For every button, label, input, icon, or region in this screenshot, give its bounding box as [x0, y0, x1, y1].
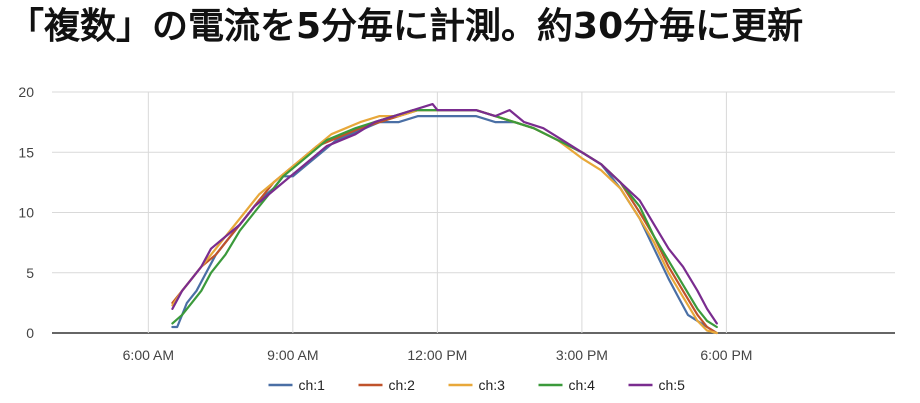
y-tick-label: 0 [26, 325, 34, 341]
x-tick-label: 6:00 AM [123, 347, 174, 363]
grid-layer [52, 91, 895, 334]
series-line-ch-3 [171, 109, 718, 335]
series-line-ch-1 [171, 115, 718, 335]
legend-label: ch:3 [479, 377, 506, 393]
legend-label: ch:4 [569, 377, 596, 393]
x-tick-label: 3:00 PM [556, 347, 608, 363]
x-tick-label: 6:00 PM [700, 347, 752, 363]
y-tick-label: 15 [18, 144, 34, 160]
chart-headline: 「複数」の電流を5分毎に計測。約30分毎に更新 [8, 6, 804, 47]
series-layer [171, 103, 718, 335]
axis-labels-layer: 0 5 10 15 20 6:00 AM 9:00 AM 12:00 PM 3:00 PM 6:0… [18, 84, 752, 363]
y-tick-label: 5 [26, 265, 34, 281]
y-tick-label: 20 [18, 84, 34, 100]
x-tick-label: 9:00 AM [267, 347, 318, 363]
legend-label: ch:1 [299, 377, 326, 393]
y-tick-label: 10 [18, 205, 34, 221]
legend-label: ch:2 [389, 377, 416, 393]
legend: ch:1 ch:2 ch:3 ch:4 ch:5 [268, 377, 686, 393]
x-tick-label: 12:00 PM [407, 347, 467, 363]
series-line-ch-2 [171, 109, 718, 335]
series-line-ch-5 [171, 103, 718, 325]
legend-label: ch:5 [659, 377, 686, 393]
series-line-ch-4 [171, 109, 718, 329]
